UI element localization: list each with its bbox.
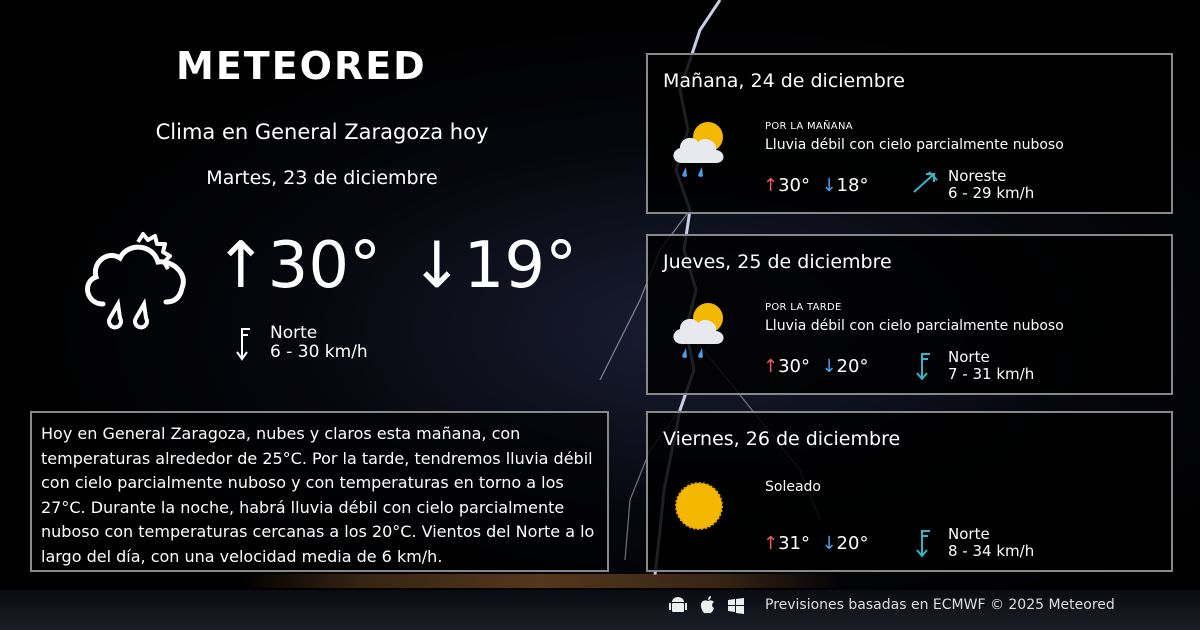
wind-northeast-icon — [913, 171, 938, 193]
footer-credits: Previsiones basadas en ECMWF © 2025 Mete… — [765, 597, 1115, 613]
wind-direction: Norte — [948, 348, 990, 366]
wind-direction: Norte — [948, 525, 990, 543]
wind-direction: Norte — [270, 323, 318, 343]
max-temp: 30° — [778, 175, 810, 196]
period-label: POR LA TARDE — [765, 302, 842, 313]
wind-speed: 7 - 31 km/h — [948, 365, 1035, 383]
temps: ↑31° ↓20° — [763, 533, 869, 554]
card-title: Jueves, 25 de diciembre — [663, 251, 892, 273]
cloud-sun-rain-icon — [673, 122, 724, 177]
min-temp: 20° — [836, 356, 869, 377]
condition: Lluvia débil con cielo parcialmente nubo… — [765, 318, 1064, 334]
card-title: Viernes, 26 de diciembre — [663, 428, 901, 450]
ground — [0, 590, 1200, 630]
today-date: Martes, 23 de diciembre — [206, 167, 438, 189]
max-temp: 31° — [778, 533, 810, 554]
city-lights — [240, 574, 840, 588]
temps: ↑30° ↓20° — [763, 356, 869, 377]
wind-north-icon — [916, 353, 930, 381]
wind-speed: 8 - 34 km/h — [948, 542, 1035, 560]
cloud-sun-rain-icon — [673, 303, 724, 358]
wind: Norte 7 - 31 km/h — [948, 349, 1034, 383]
period-label: POR LA MAÑANA — [765, 121, 853, 132]
forecast-card-2[interactable]: Jueves, 25 de diciembre POR LA TARDE Llu… — [646, 234, 1173, 395]
min-value: 19° — [463, 229, 578, 303]
card-title: Mañana, 24 de diciembre — [663, 70, 905, 92]
today-max-temp: ↑30° — [214, 229, 382, 303]
wind-north-icon — [236, 328, 250, 361]
daily-summary: Hoy en General Zaragoza, nubes y claros … — [30, 411, 609, 572]
today-wind: Norte 6 - 30 km/h — [270, 324, 368, 362]
android-icon[interactable] — [669, 597, 687, 615]
apple-icon[interactable] — [699, 595, 717, 615]
condition: Soleado — [765, 479, 821, 495]
today-min-temp: ↓19° — [410, 229, 578, 303]
temps: ↑30° ↓18° — [763, 175, 869, 196]
min-temp: 18° — [836, 175, 869, 196]
condition: Lluvia débil con cielo parcialmente nubo… — [765, 137, 1064, 153]
windows-icon[interactable] — [728, 598, 744, 614]
wind-speed: 6 - 30 km/h — [270, 342, 368, 362]
forecast-card-3[interactable]: Viernes, 26 de diciembre Soleado ↑31° ↓2… — [646, 411, 1173, 572]
max-temp: 30° — [778, 356, 810, 377]
sun-icon — [675, 482, 723, 530]
wind-direction: Noreste — [948, 167, 1007, 185]
wind: Noreste 6 - 29 km/h — [948, 168, 1034, 202]
forecast-card-1[interactable]: Mañana, 24 de diciembre POR LA MAÑANA Ll… — [646, 53, 1173, 214]
wind: Norte 8 - 34 km/h — [948, 526, 1034, 560]
cloud-sun-rain-icon — [85, 232, 186, 330]
wind-speed: 6 - 29 km/h — [948, 184, 1035, 202]
meteored-logo[interactable]: METEORED — [176, 44, 427, 88]
page-title: Clima en General Zaragoza hoy — [155, 120, 489, 144]
min-temp: 20° — [836, 533, 869, 554]
max-value: 30° — [267, 229, 382, 303]
wind-north-icon — [916, 530, 930, 558]
